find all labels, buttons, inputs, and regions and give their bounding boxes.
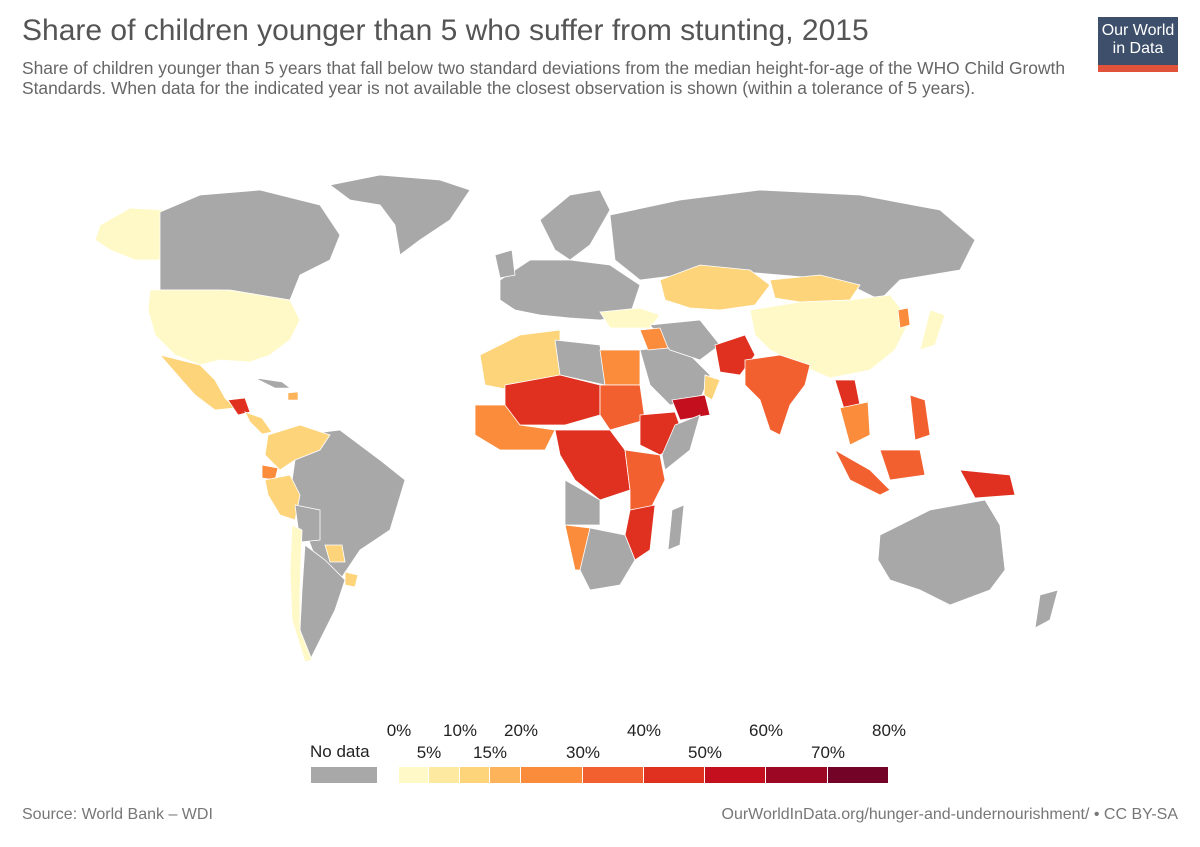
legend-nodata-label: No data (310, 742, 370, 761)
region-central-america[interactable] (227, 397, 251, 416)
region-indonesia-west[interactable] (834, 448, 891, 496)
region-central-america-south[interactable] (244, 411, 273, 435)
legend-color-swatch (399, 767, 429, 783)
legend-top-label: 40% (626, 721, 662, 740)
region-greenland[interactable] (329, 174, 471, 256)
legend-color-swatch (828, 767, 889, 783)
legend-color-swatch (705, 767, 766, 783)
region-colombia-venezuela[interactable] (264, 424, 331, 471)
region-oman[interactable] (703, 374, 721, 401)
owid-logo[interactable]: Our World in Data (1098, 17, 1178, 72)
region-papua[interactable] (959, 469, 1016, 499)
legend-nodata-swatch (311, 767, 377, 783)
region-egypt[interactable] (599, 349, 641, 386)
region-mozambique[interactable] (624, 504, 656, 561)
region-canada[interactable] (159, 189, 341, 301)
logo-line1: Our World (1101, 22, 1175, 39)
legend-bottom-label: 5% (416, 743, 442, 762)
legend-top-label: 0% (386, 721, 412, 740)
region-philippines[interactable] (909, 394, 931, 441)
legend-color-swatch (583, 767, 644, 783)
legend-bottom-label: 70% (810, 743, 846, 762)
region-turkey[interactable] (599, 307, 661, 329)
region-southern-africa[interactable] (579, 527, 636, 591)
region-usa[interactable] (147, 289, 301, 366)
logo-line2: in Data (1112, 40, 1164, 57)
region-somalia[interactable] (661, 414, 701, 471)
region-india[interactable] (744, 354, 811, 436)
region-argentina[interactable] (299, 544, 346, 662)
region-chile[interactable] (289, 524, 313, 663)
region-madagascar[interactable] (667, 504, 685, 551)
legend-top-label: 20% (503, 721, 539, 740)
region-japan[interactable] (919, 309, 946, 351)
legend-color-swatch (490, 767, 521, 783)
source-note: Source: World Bank – WDI (22, 806, 213, 823)
legend-bottom-label: 15% (472, 743, 508, 762)
region-caribbean[interactable] (254, 377, 291, 389)
region-iraq[interactable] (639, 327, 669, 351)
region-china[interactable] (749, 294, 911, 379)
region-australia[interactable] (877, 499, 1006, 606)
region-yemen[interactable] (671, 394, 711, 421)
legend-color-swatch (766, 767, 828, 783)
region-central-asia[interactable] (659, 264, 771, 311)
logo-accent-bar (1098, 65, 1178, 72)
legend-color-swatch (521, 767, 583, 783)
region-haiti[interactable] (287, 391, 299, 401)
region-central-africa[interactable] (554, 429, 631, 501)
region-east-africa[interactable] (624, 449, 666, 511)
region-uruguay[interactable] (344, 571, 359, 588)
region-sudan[interactable] (599, 384, 646, 431)
region-russia[interactable] (609, 189, 976, 301)
legend-bottom-label: 50% (687, 743, 723, 762)
legend-color-swatch (460, 767, 490, 783)
region-korea[interactable] (897, 307, 911, 329)
region-new-zealand[interactable] (1034, 589, 1059, 629)
chart-title: Share of children younger than 5 who suf… (22, 14, 869, 47)
region-indonesia-central[interactable] (879, 449, 926, 481)
region-angola[interactable] (564, 479, 601, 526)
legend-top-label: 80% (871, 721, 907, 740)
legend-top-label: 60% (748, 721, 784, 740)
region-se-asia[interactable] (839, 401, 871, 446)
legend-bottom-label: 30% (565, 743, 601, 762)
legend-top-label: 10% (442, 721, 478, 740)
region-sahel[interactable] (504, 374, 601, 426)
region-alaska[interactable] (94, 207, 166, 261)
region-paraguay[interactable] (324, 544, 346, 563)
world-map (94, 174, 1059, 663)
legend-color-swatch (644, 767, 705, 783)
region-scandinavia[interactable] (539, 189, 611, 261)
region-iceland-uk[interactable] (494, 249, 516, 279)
footer-url-license[interactable]: OurWorldInData.org/hunger-and-undernouri… (721, 806, 1179, 823)
legend-color-swatch (429, 767, 460, 783)
region-west-africa[interactable] (474, 404, 556, 451)
region-peru[interactable] (264, 474, 301, 521)
chart-subtitle: Share of children younger than 5 years t… (22, 58, 1066, 98)
